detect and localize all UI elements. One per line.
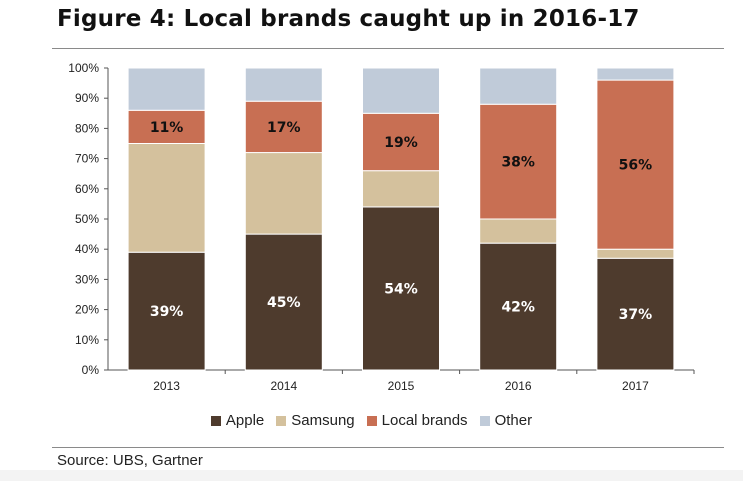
y-tick-label: 10% (75, 333, 99, 347)
legend-swatch (210, 415, 221, 426)
legend-item-apple: Apple (210, 412, 265, 429)
legend-swatch (366, 415, 377, 426)
page-title: Figure 4: Local brands caught up in 2016… (57, 6, 640, 32)
data-label: 39% (150, 304, 184, 320)
bar-segment-local (362, 112, 440, 172)
bar-segment-samsung (362, 170, 440, 208)
bar-segment-samsung (596, 248, 675, 259)
y-tick-label: 80% (75, 121, 99, 135)
data-label: 11% (150, 120, 184, 136)
bar-segment-other (362, 67, 440, 114)
legend-item-other: Other (479, 412, 533, 429)
y-tick-label: 60% (75, 182, 99, 196)
y-tick-label: 100% (68, 61, 99, 75)
bar-segment-other (596, 67, 675, 81)
y-tick-label: 50% (75, 212, 99, 226)
y-tick-label: 40% (75, 242, 99, 256)
bar-segment-local (596, 79, 675, 250)
legend-label: Apple (225, 412, 265, 429)
bar-segment-apple (479, 242, 558, 371)
bar-segment-samsung (127, 143, 206, 253)
legend-swatch (276, 415, 287, 426)
legend-item-samsung: Samsung (276, 412, 355, 429)
source-note: Source: UBS, Gartner (57, 452, 203, 469)
bar-segment-local (244, 100, 323, 154)
y-tick-label: 0% (82, 363, 100, 377)
title-divider (52, 48, 724, 49)
bar-segment-apple (596, 257, 675, 371)
footer-band (0, 470, 743, 481)
y-tick-label: 30% (75, 272, 99, 286)
data-label: 38% (501, 155, 535, 171)
bar-segment-samsung (479, 218, 558, 244)
legend-label: Samsung (291, 412, 355, 429)
legend-label: Other (494, 412, 533, 429)
legend-label: Local brands (381, 412, 468, 429)
data-label: 19% (384, 135, 418, 151)
bar-segment-apple (244, 233, 323, 371)
data-label: 17% (267, 120, 301, 136)
x-tick-label: 2015 (388, 379, 415, 393)
source-divider (52, 447, 724, 448)
x-tick-label: 2014 (270, 379, 297, 393)
y-tick-label: 90% (75, 91, 99, 105)
x-tick-label: 2017 (622, 379, 649, 393)
legend-item-local: Local brands (366, 412, 468, 429)
data-label: 37% (619, 307, 653, 323)
chart-legend: Apple Samsung Local brands Other (0, 412, 743, 429)
legend-swatch (479, 415, 490, 426)
y-tick-label: 20% (75, 303, 99, 317)
stacked-bar-chart: 0% 10% 20% 30% 40% 50% 60% 70% 80% 90% 100% 39% 11% 2… (68, 61, 695, 393)
bar-segment-other (127, 67, 206, 111)
x-tick-label: 2016 (505, 379, 532, 393)
y-tick-label: 70% (75, 152, 99, 166)
bar-segment-apple (127, 251, 206, 371)
bar-segment-other (244, 67, 323, 102)
bar-segment-other (479, 67, 558, 105)
x-tick-label: 2013 (153, 379, 180, 393)
data-label: 56% (619, 158, 653, 174)
data-label: 45% (267, 295, 301, 311)
data-label: 42% (501, 300, 535, 316)
bar-segment-apple (362, 206, 440, 371)
bar-segment-samsung (244, 152, 323, 235)
data-label: 54% (384, 281, 418, 297)
bar-segment-local (479, 103, 558, 220)
